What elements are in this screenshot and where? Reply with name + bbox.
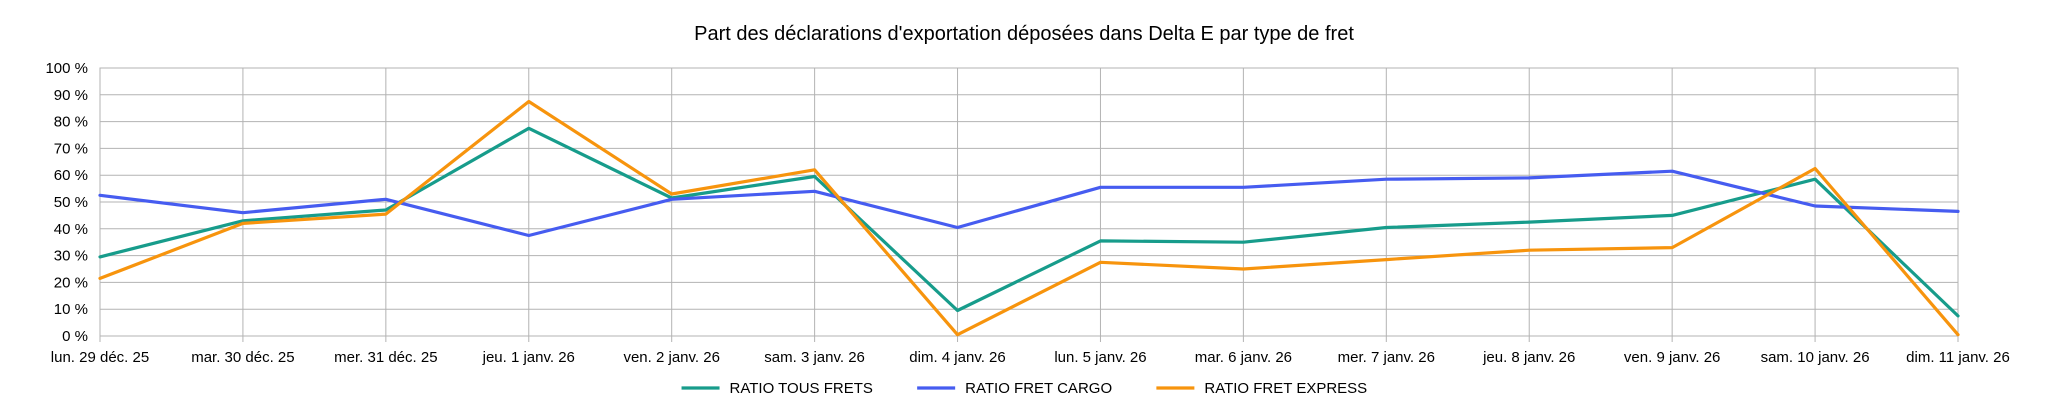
x-tick-label: mar. 6 janv. 26	[1195, 349, 1292, 366]
y-tick-label: 80 %	[54, 114, 88, 131]
x-tick-label: lun. 29 déc. 25	[51, 349, 149, 366]
x-tick-label: mer. 7 janv. 26	[1338, 349, 1435, 366]
y-tick-label: 90 %	[54, 87, 88, 104]
x-tick-label: dim. 4 janv. 26	[909, 349, 1005, 366]
x-tick-label: jeu. 8 janv. 26	[1482, 349, 1575, 366]
x-tick-label: mer. 31 déc. 25	[334, 349, 437, 366]
plot-area	[99, 67, 1959, 337]
x-tick-label: dim. 11 janv. 26	[1906, 349, 2010, 366]
x-tick-label: ven. 9 janv. 26	[1624, 349, 1720, 366]
chart-title: Part des déclarations d'exportation dépo…	[694, 23, 1354, 45]
legend-label-ratio-fret-cargo: RATIO FRET CARGO	[965, 380, 1112, 397]
y-axis: 0 % 10 % 20 % 30 % 40 % 50 % 60 % 70 % 80 % 90 % 1…	[45, 60, 88, 345]
x-axis: lun. 29 déc. 25 mar. 30 déc. 25 mer. 31 dé…	[51, 336, 2010, 366]
series-line-ratio-fret-express	[98, 99, 1960, 337]
y-tick-label: 40 %	[54, 221, 88, 238]
gridlines	[99, 67, 1959, 337]
y-tick-label: 70 %	[54, 140, 88, 157]
legend: RATIO TOUS FRETS RATIO FRET CARGO RATIO FR…	[681, 380, 1367, 397]
x-tick-label: sam. 3 janv. 26	[764, 349, 865, 366]
y-tick-label: 50 %	[54, 194, 88, 211]
series-line-ratio-tous-frets	[98, 126, 1960, 318]
x-tick-label: sam. 10 janv. 26	[1761, 349, 1870, 366]
x-tick-label: jeu. 1 janv. 26	[482, 349, 575, 366]
y-tick-label: 60 %	[54, 167, 88, 184]
y-tick-label: 20 %	[54, 274, 88, 291]
series-lines	[98, 99, 1960, 337]
x-tick-label: mar. 30 déc. 25	[191, 349, 294, 366]
x-tick-label: lun. 5 janv. 26	[1054, 349, 1146, 366]
legend-label-ratio-fret-express: RATIO FRET EXPRESS	[1204, 380, 1367, 397]
x-tick-label: ven. 2 janv. 26	[623, 349, 719, 366]
y-tick-label: 30 %	[54, 248, 88, 265]
series-line-ratio-fret-cargo	[98, 169, 1960, 238]
legend-label-ratio-tous-frets: RATIO TOUS FRETS	[730, 380, 873, 397]
y-tick-label: 0 %	[62, 328, 88, 345]
y-tick-label: 10 %	[54, 301, 88, 318]
y-tick-label: 100 %	[45, 60, 88, 77]
